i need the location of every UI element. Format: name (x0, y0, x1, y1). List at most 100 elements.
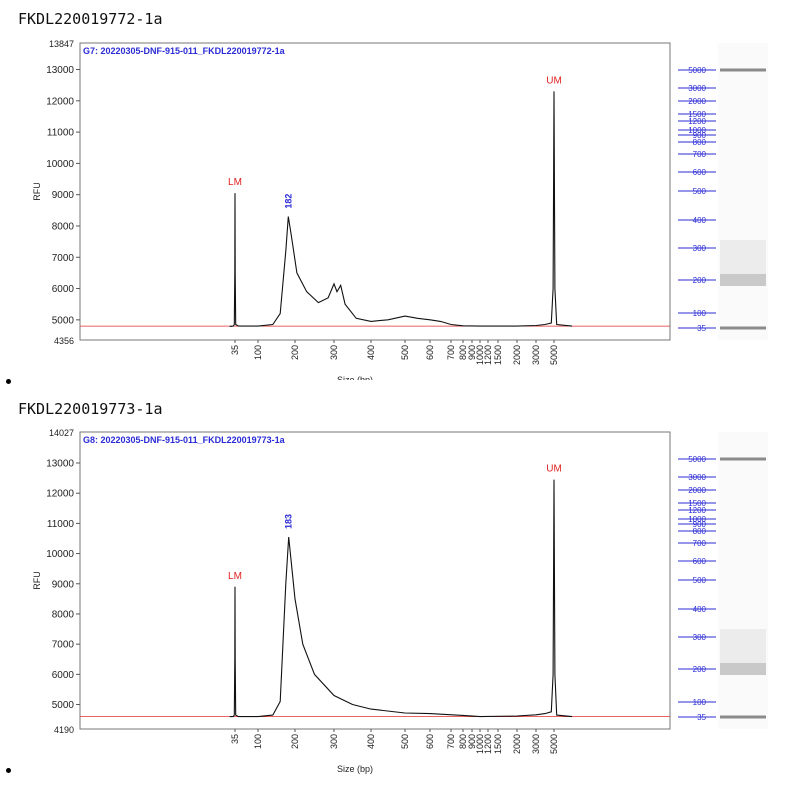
x-tick-label: 800 (458, 345, 468, 360)
ladder-label: 1500 (688, 110, 706, 119)
ladder-label: 1500 (688, 499, 706, 508)
y-min-label: 4190 (54, 725, 74, 735)
ladder-label: 700 (693, 539, 707, 548)
x-tick-label: 1000 (475, 734, 485, 754)
ladder-label: 800 (693, 527, 707, 536)
x-tick-label: 200 (290, 345, 300, 360)
y-tick-label: 5000 (52, 700, 75, 711)
gel-band (720, 68, 766, 72)
x-tick-label: 700 (446, 345, 456, 360)
x-tick-label: 3000 (531, 734, 541, 754)
x-tick-label: 35 (230, 734, 240, 744)
x-tick-label: 1200 (483, 345, 493, 365)
gel-band (720, 326, 766, 330)
y-tick-label: 11000 (47, 128, 75, 139)
ladder-label: 3000 (688, 473, 706, 482)
ladder-label: 300 (693, 244, 707, 253)
y-max-label: 13847 (49, 39, 74, 49)
x-tick-label: 1500 (493, 345, 503, 365)
x-tick-label: 300 (329, 734, 339, 749)
ladder-label: 2000 (688, 97, 706, 106)
x-tick-label: 500 (400, 345, 410, 360)
y-tick-label: 6000 (52, 670, 75, 681)
ladder-label: 1200 (688, 117, 706, 126)
x-tick-label: 3000 (531, 345, 541, 365)
y-tick-label: 13000 (46, 65, 74, 76)
y-min-label: 4356 (54, 336, 74, 346)
gel-lane (718, 432, 768, 729)
x-tick-label: 100 (253, 734, 263, 749)
gel-sample-smear (720, 629, 766, 663)
x-tick-label: 2000 (512, 345, 522, 365)
x-axis-label: Size (bp) (337, 375, 373, 380)
ladder-label: 400 (693, 605, 707, 614)
gel-band (720, 457, 766, 461)
y-tick-label: 8000 (52, 609, 75, 620)
x-tick-label: 300 (329, 345, 339, 360)
ladder-label: 5000 (688, 66, 706, 75)
x-tick-label: 35 (230, 345, 240, 355)
x-tick-label: 1000 (475, 345, 485, 365)
ladder-label: 3000 (688, 84, 706, 93)
sample-heading: FKDL220019772-1a (18, 10, 163, 28)
x-tick-label: 200 (290, 734, 300, 749)
marker-label: LM (228, 177, 242, 188)
marker-label: UM (546, 75, 562, 86)
ladder-label: 5000 (688, 455, 706, 464)
y-axis-label: RFU (32, 182, 42, 201)
y-tick-label: 5000 (52, 315, 75, 326)
peak-size-label: 183 (284, 514, 294, 529)
x-tick-label: 700 (446, 734, 456, 749)
chart-title: G8: 20220305-DNF-915-011_FKDL220019773-1… (83, 435, 286, 445)
y-tick-label: 6000 (52, 284, 75, 295)
signal-trace (229, 479, 573, 718)
ladder-label: 100 (693, 698, 707, 707)
x-tick-label: 5000 (549, 734, 559, 754)
gel-sample-smear (720, 240, 766, 274)
y-tick-label: 7000 (52, 640, 75, 651)
x-tick-label: 5000 (549, 345, 559, 365)
gel-lane (718, 43, 768, 340)
chart-title: G7: 20220305-DNF-915-011_FKDL220019772-1… (83, 46, 286, 56)
y-tick-label: 10000 (46, 159, 74, 170)
ladder-label: 400 (693, 216, 707, 225)
ladder-label: 1200 (688, 506, 706, 515)
list-bullet (6, 379, 11, 384)
plot-frame (79, 431, 671, 730)
ladder-label: 100 (693, 309, 707, 318)
plot-frame (79, 42, 671, 341)
y-tick-label: 9000 (52, 579, 75, 590)
ladder-label: 35 (697, 713, 706, 722)
marker-label: UM (546, 464, 562, 475)
ladder-label: 800 (693, 138, 707, 147)
x-tick-label: 400 (366, 734, 376, 749)
y-axis-label: RFU (32, 571, 42, 590)
y-tick-label: 10000 (46, 549, 74, 560)
ladder-label: 2000 (688, 486, 706, 495)
peak-size-label: 182 (283, 194, 293, 209)
x-axis-label: Size (bp) (337, 764, 373, 774)
y-tick-label: 13000 (46, 459, 74, 470)
x-tick-label: 1200 (483, 734, 493, 754)
y-tick-label: 11000 (47, 519, 75, 530)
gel-sample-band (720, 663, 766, 675)
ladder-label: 1000 (688, 515, 706, 524)
y-tick-label: 7000 (52, 253, 75, 264)
x-tick-label: 600 (425, 345, 435, 360)
y-tick-label: 8000 (52, 221, 75, 232)
gel-sample-band (720, 274, 766, 286)
y-max-label: 14027 (49, 428, 74, 438)
list-bullet (6, 768, 11, 773)
electropherogram-chart: G8: 20220305-DNF-915-011_FKDL220019773-1… (32, 428, 768, 774)
ladder-label: 300 (693, 633, 707, 642)
x-tick-label: 500 (400, 734, 410, 749)
electropherogram-chart: G7: 20220305-DNF-915-011_FKDL220019772-1… (32, 39, 768, 380)
x-tick-label: 800 (458, 734, 468, 749)
x-tick-label: 1500 (493, 734, 503, 754)
y-tick-label: 12000 (46, 489, 74, 500)
ladder-label: 200 (693, 665, 707, 674)
x-tick-label: 100 (253, 345, 263, 360)
ladder-label: 1000 (688, 126, 706, 135)
ladder-label: 200 (693, 276, 707, 285)
ladder-label: 500 (693, 187, 707, 196)
